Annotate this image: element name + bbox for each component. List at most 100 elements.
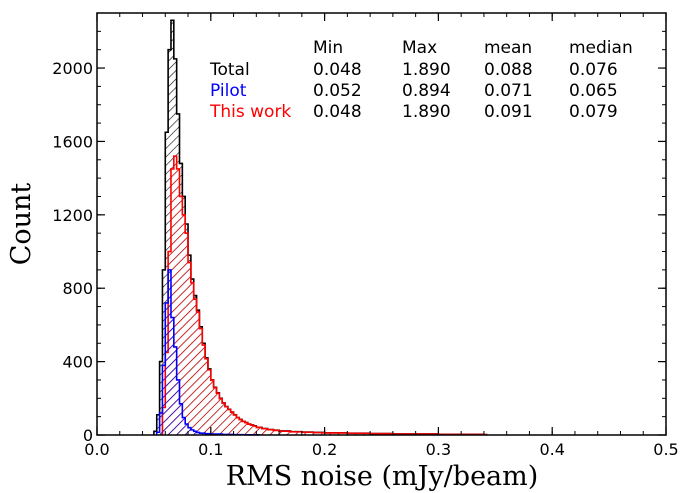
bar-this-work [176, 168, 180, 435]
bar-this-work [256, 427, 263, 435]
stats-cell: 0.071 [484, 81, 533, 101]
bar-this-work [244, 422, 248, 435]
bar-this-work [227, 409, 231, 435]
stats-header: mean [484, 38, 532, 58]
bar-total [153, 431, 157, 435]
bar-this-work [324, 432, 348, 435]
stats-cell: 0.088 [484, 60, 533, 80]
bar-this-work [173, 156, 177, 435]
bar-this-work [193, 299, 197, 435]
stats-cell: 0.894 [402, 81, 451, 101]
bar-total [168, 49, 171, 436]
stats-row-label: Pilot [210, 81, 247, 101]
bar-pilot [179, 403, 183, 435]
y-tick-label: 2000 [52, 59, 93, 78]
stats-cell: 0.076 [569, 60, 618, 80]
bar-pilot [176, 379, 180, 435]
stats-cell: 0.065 [569, 81, 618, 101]
bar-this-work [233, 415, 237, 435]
bar-total [159, 361, 163, 435]
bar-pilot [185, 423, 189, 435]
outline-this-work [161, 155, 488, 436]
stats-header: Min [313, 38, 343, 58]
bar-this-work [219, 398, 223, 435]
bar-this-work [170, 168, 174, 435]
x-axis-title: RMS noise (mJy/beam) [226, 461, 539, 492]
x-tick-label: 0.3 [426, 440, 451, 459]
bar-pilot [156, 432, 160, 435]
x-tick-label: 0.2 [312, 440, 337, 459]
series-this-work [161, 155, 488, 436]
bar-this-work [313, 432, 325, 435]
bar-this-work [202, 345, 206, 435]
stats-cell: 0.052 [313, 81, 362, 101]
bar-pilot [170, 317, 174, 435]
stats-cell: 0.079 [569, 102, 618, 122]
bar-pilot [199, 433, 206, 435]
bar-this-work [210, 380, 214, 435]
y-axis-title: Count [6, 183, 37, 266]
stats-cell: 0.048 [313, 60, 362, 80]
y-tick-label: 400 [62, 353, 93, 372]
bar-this-work [250, 425, 254, 435]
series-pilot [155, 269, 260, 436]
stats-cell: 0.048 [313, 102, 362, 122]
bar-pilot [190, 429, 194, 435]
bar-this-work [225, 406, 228, 435]
bar-this-work [267, 429, 274, 435]
bar-this-work [190, 282, 194, 435]
bar-pilot [188, 427, 191, 435]
stats-cell: 0.091 [484, 102, 533, 122]
bar-pilot [165, 302, 169, 435]
bar-this-work [222, 403, 226, 435]
bar-this-work [290, 431, 302, 435]
y-tick-label: 1600 [52, 132, 93, 151]
bar-pilot [173, 346, 177, 435]
bar-pilot [162, 365, 166, 435]
bar-this-work [230, 412, 234, 435]
stats-row-label: This work [209, 102, 291, 122]
bar-this-work [213, 387, 217, 435]
x-tick-label: 0.4 [539, 440, 564, 459]
bar-this-work [273, 430, 280, 435]
y-tick-label: 800 [62, 279, 93, 298]
bar-this-work [205, 358, 208, 435]
bar-total [156, 414, 160, 435]
bar-this-work [182, 214, 186, 435]
bar-this-work [185, 233, 189, 435]
bar-pilot [159, 412, 163, 435]
bar-this-work [207, 369, 211, 435]
x-tick-label: 0.0 [84, 440, 109, 459]
bar-this-work [199, 328, 203, 435]
bar-this-work [301, 432, 314, 435]
bar-pilot [168, 269, 171, 435]
y-tick-label: 0 [83, 426, 93, 445]
axes: 0.0 0.1 0.2 0.3 0.4 0.5 0 400 800 1200 1600 2000 [52, 12, 679, 459]
stats-header: Max [402, 38, 437, 58]
stats-cell: 1.890 [402, 60, 451, 80]
bar-this-work [279, 431, 291, 435]
stats-row-label: Total [209, 60, 250, 80]
y-tick-label: 1200 [52, 206, 93, 225]
x-tick-label: 0.1 [198, 440, 223, 459]
bar-this-work [347, 433, 371, 435]
bar-this-work [196, 312, 200, 435]
stats-header: median [569, 38, 633, 58]
bar-this-work [239, 419, 243, 435]
bar-total [162, 269, 166, 435]
bar-this-work [236, 417, 240, 435]
bar-this-work [247, 424, 251, 435]
plot-frame [96, 12, 667, 436]
bar-pilot [196, 432, 200, 435]
x-tick-label: 0.5 [653, 440, 678, 459]
bar-this-work [242, 421, 245, 435]
bar-this-work [216, 393, 220, 435]
bar-this-work [262, 428, 268, 435]
bar-pilot [182, 417, 186, 435]
bar-total [165, 132, 169, 435]
bar-this-work [188, 262, 191, 435]
stats-cell: 1.890 [402, 102, 451, 122]
bar-this-work [179, 196, 183, 435]
